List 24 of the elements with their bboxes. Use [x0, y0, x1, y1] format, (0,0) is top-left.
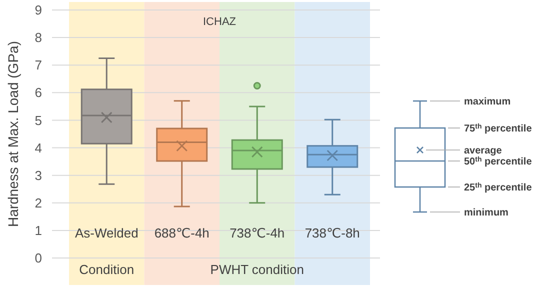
y-tick-label: 5	[34, 112, 42, 128]
y-tick-label: 1	[34, 222, 42, 238]
y-tick-label: 0	[34, 250, 42, 266]
x-tick-label: 738℃-4h	[230, 225, 285, 240]
y-tick-label: 9	[34, 2, 42, 18]
text: maximum	[464, 96, 511, 108]
text: 75$^{th}$ percentile	[464, 123, 532, 134]
text: minimum	[464, 208, 508, 218]
text: Condition	[79, 262, 134, 277]
y-tick-label: 2	[34, 195, 42, 210]
y-axis-title: Hardness at Max. Load (GPa)	[5, 41, 21, 227]
y-tick-label: 3	[34, 168, 42, 183]
text: ICHAZ	[203, 16, 236, 28]
y-tick-label: 7	[34, 58, 42, 73]
text: PWHT condition	[210, 262, 304, 277]
y-tick-label: 8	[34, 30, 42, 46]
y-tick-label: 6	[34, 85, 42, 100]
y-tick-label: 4	[34, 140, 42, 156]
x-tick-label: As-Welded	[74, 225, 138, 240]
text: 50$^{th}$ percentile	[464, 156, 532, 168]
text: average	[464, 146, 502, 156]
x-tick-label: 738℃-8h	[304, 225, 360, 240]
x-tick-label: 688℃-4h	[154, 225, 210, 240]
text: 25$^{th}$ percentile	[464, 182, 532, 194]
